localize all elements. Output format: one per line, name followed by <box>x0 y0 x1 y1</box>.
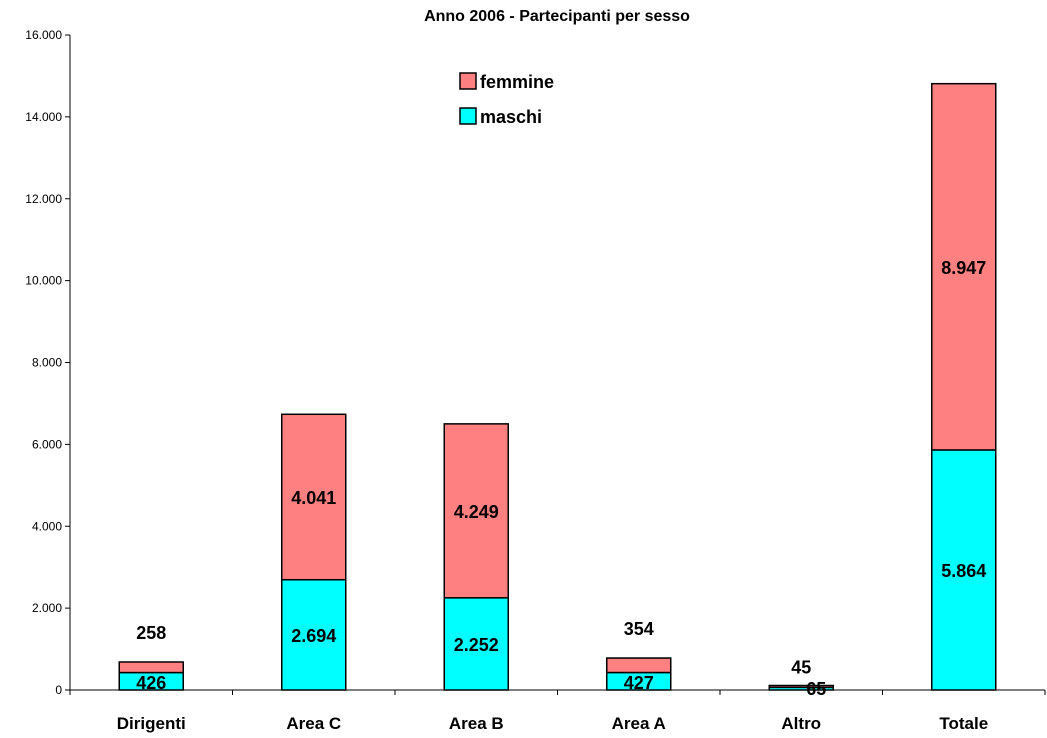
bar-femmine <box>281 413 347 581</box>
y-tick-label: 14.000 <box>25 110 62 124</box>
y-tick-label: 4.000 <box>32 519 62 533</box>
bar-maschi <box>281 578 347 691</box>
y-tick-label: 6.000 <box>32 437 62 451</box>
data-label-femmine: 4.249 <box>454 502 499 522</box>
x-tick-label: Area A <box>612 714 666 733</box>
x-tick-label: Altro <box>781 714 821 733</box>
bar-femmine <box>118 661 184 674</box>
x-tick-label: Area C <box>286 714 341 733</box>
legend-swatch-femmine <box>459 72 477 90</box>
y-tick-label: 16.000 <box>25 28 62 42</box>
x-tick-label: Dirigenti <box>117 714 186 733</box>
bar-femmine <box>443 423 509 599</box>
y-tick-label: 10.000 <box>25 274 62 288</box>
data-label-maschi: 426 <box>136 673 166 693</box>
bars <box>118 82 997 691</box>
bar-femmine <box>768 684 834 689</box>
x-tick-label: Area B <box>449 714 504 733</box>
data-label-femmine: 8.947 <box>941 258 986 278</box>
bar-femmine <box>606 657 672 674</box>
data-label-maschi: 65 <box>806 679 826 699</box>
data-label-maschi: 427 <box>624 673 654 693</box>
data-label-maschi: 5.864 <box>941 561 986 581</box>
data-label-maschi: 2.252 <box>454 635 499 655</box>
y-tick-label: 2.000 <box>32 601 62 615</box>
legend-label-maschi: maschi <box>480 107 542 127</box>
data-label-maschi: 2.694 <box>291 626 336 646</box>
y-tick-label: 12.000 <box>25 192 62 206</box>
axes: 0 2.000 4.000 6.000 8.000 10.000 12.000 14.000 1… <box>25 28 1046 733</box>
x-tick-label: Totale <box>939 714 988 733</box>
y-tick-label: 0 <box>55 683 62 697</box>
legend-label-femmine: femmine <box>480 72 554 92</box>
data-label-femmine: 4.041 <box>291 488 336 508</box>
chart-title: Anno 2006 - Partecipanti per sesso <box>424 8 690 25</box>
bar-femmine <box>931 82 997 451</box>
legend-swatch-maschi <box>459 107 477 125</box>
data-label-femmine: 354 <box>624 619 654 639</box>
y-tick-label: 8.000 <box>32 356 62 370</box>
legend: femmine maschi <box>459 72 554 127</box>
data-label-femmine: 258 <box>136 623 166 643</box>
bar-maschi <box>931 449 997 691</box>
data-label-femmine: 45 <box>791 657 811 677</box>
